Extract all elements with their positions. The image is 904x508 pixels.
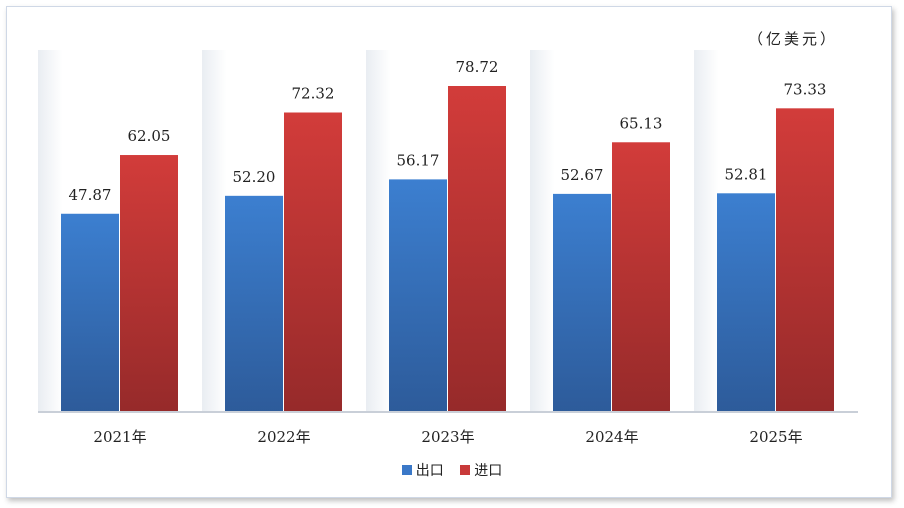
bar-export bbox=[61, 213, 119, 412]
bar-import bbox=[612, 142, 670, 412]
x-tick-label: 2022年 bbox=[257, 428, 310, 446]
data-label-import: 62.05 bbox=[128, 127, 171, 145]
bar-import bbox=[284, 112, 342, 413]
bar-import bbox=[776, 108, 834, 412]
legend-item-import: 进口 bbox=[460, 460, 502, 480]
x-tick-label: 2025年 bbox=[749, 428, 802, 446]
legend: 出口 进口 bbox=[0, 460, 904, 480]
legend-label-export: 出口 bbox=[415, 463, 444, 479]
x-tick-label: 2023年 bbox=[421, 428, 474, 446]
legend-swatch-export bbox=[401, 465, 412, 475]
data-label-export: 52.20 bbox=[233, 168, 276, 186]
bar-import bbox=[120, 155, 178, 413]
data-label-export: 47.87 bbox=[69, 186, 112, 204]
data-label-import: 78.72 bbox=[456, 58, 499, 76]
legend-item-export: 出口 bbox=[401, 460, 444, 480]
unit-label: （亿美元） bbox=[748, 30, 839, 48]
data-label-export: 52.67 bbox=[561, 166, 604, 184]
bar-export bbox=[225, 195, 283, 412]
bar-export bbox=[553, 193, 611, 412]
data-label-export: 56.17 bbox=[397, 151, 440, 169]
x-tick-label: 2021年 bbox=[93, 428, 146, 446]
bar-export bbox=[389, 179, 447, 412]
x-tick-label: 2024年 bbox=[585, 428, 638, 446]
data-label-export: 52.81 bbox=[725, 165, 768, 183]
data-label-import: 73.33 bbox=[784, 80, 827, 98]
data-label-import: 65.13 bbox=[620, 114, 663, 132]
data-label-import: 72.32 bbox=[292, 85, 335, 103]
legend-swatch-import bbox=[460, 465, 471, 475]
bar-export bbox=[717, 193, 775, 412]
bar-import bbox=[448, 86, 506, 412]
legend-label-import: 进口 bbox=[474, 463, 503, 479]
